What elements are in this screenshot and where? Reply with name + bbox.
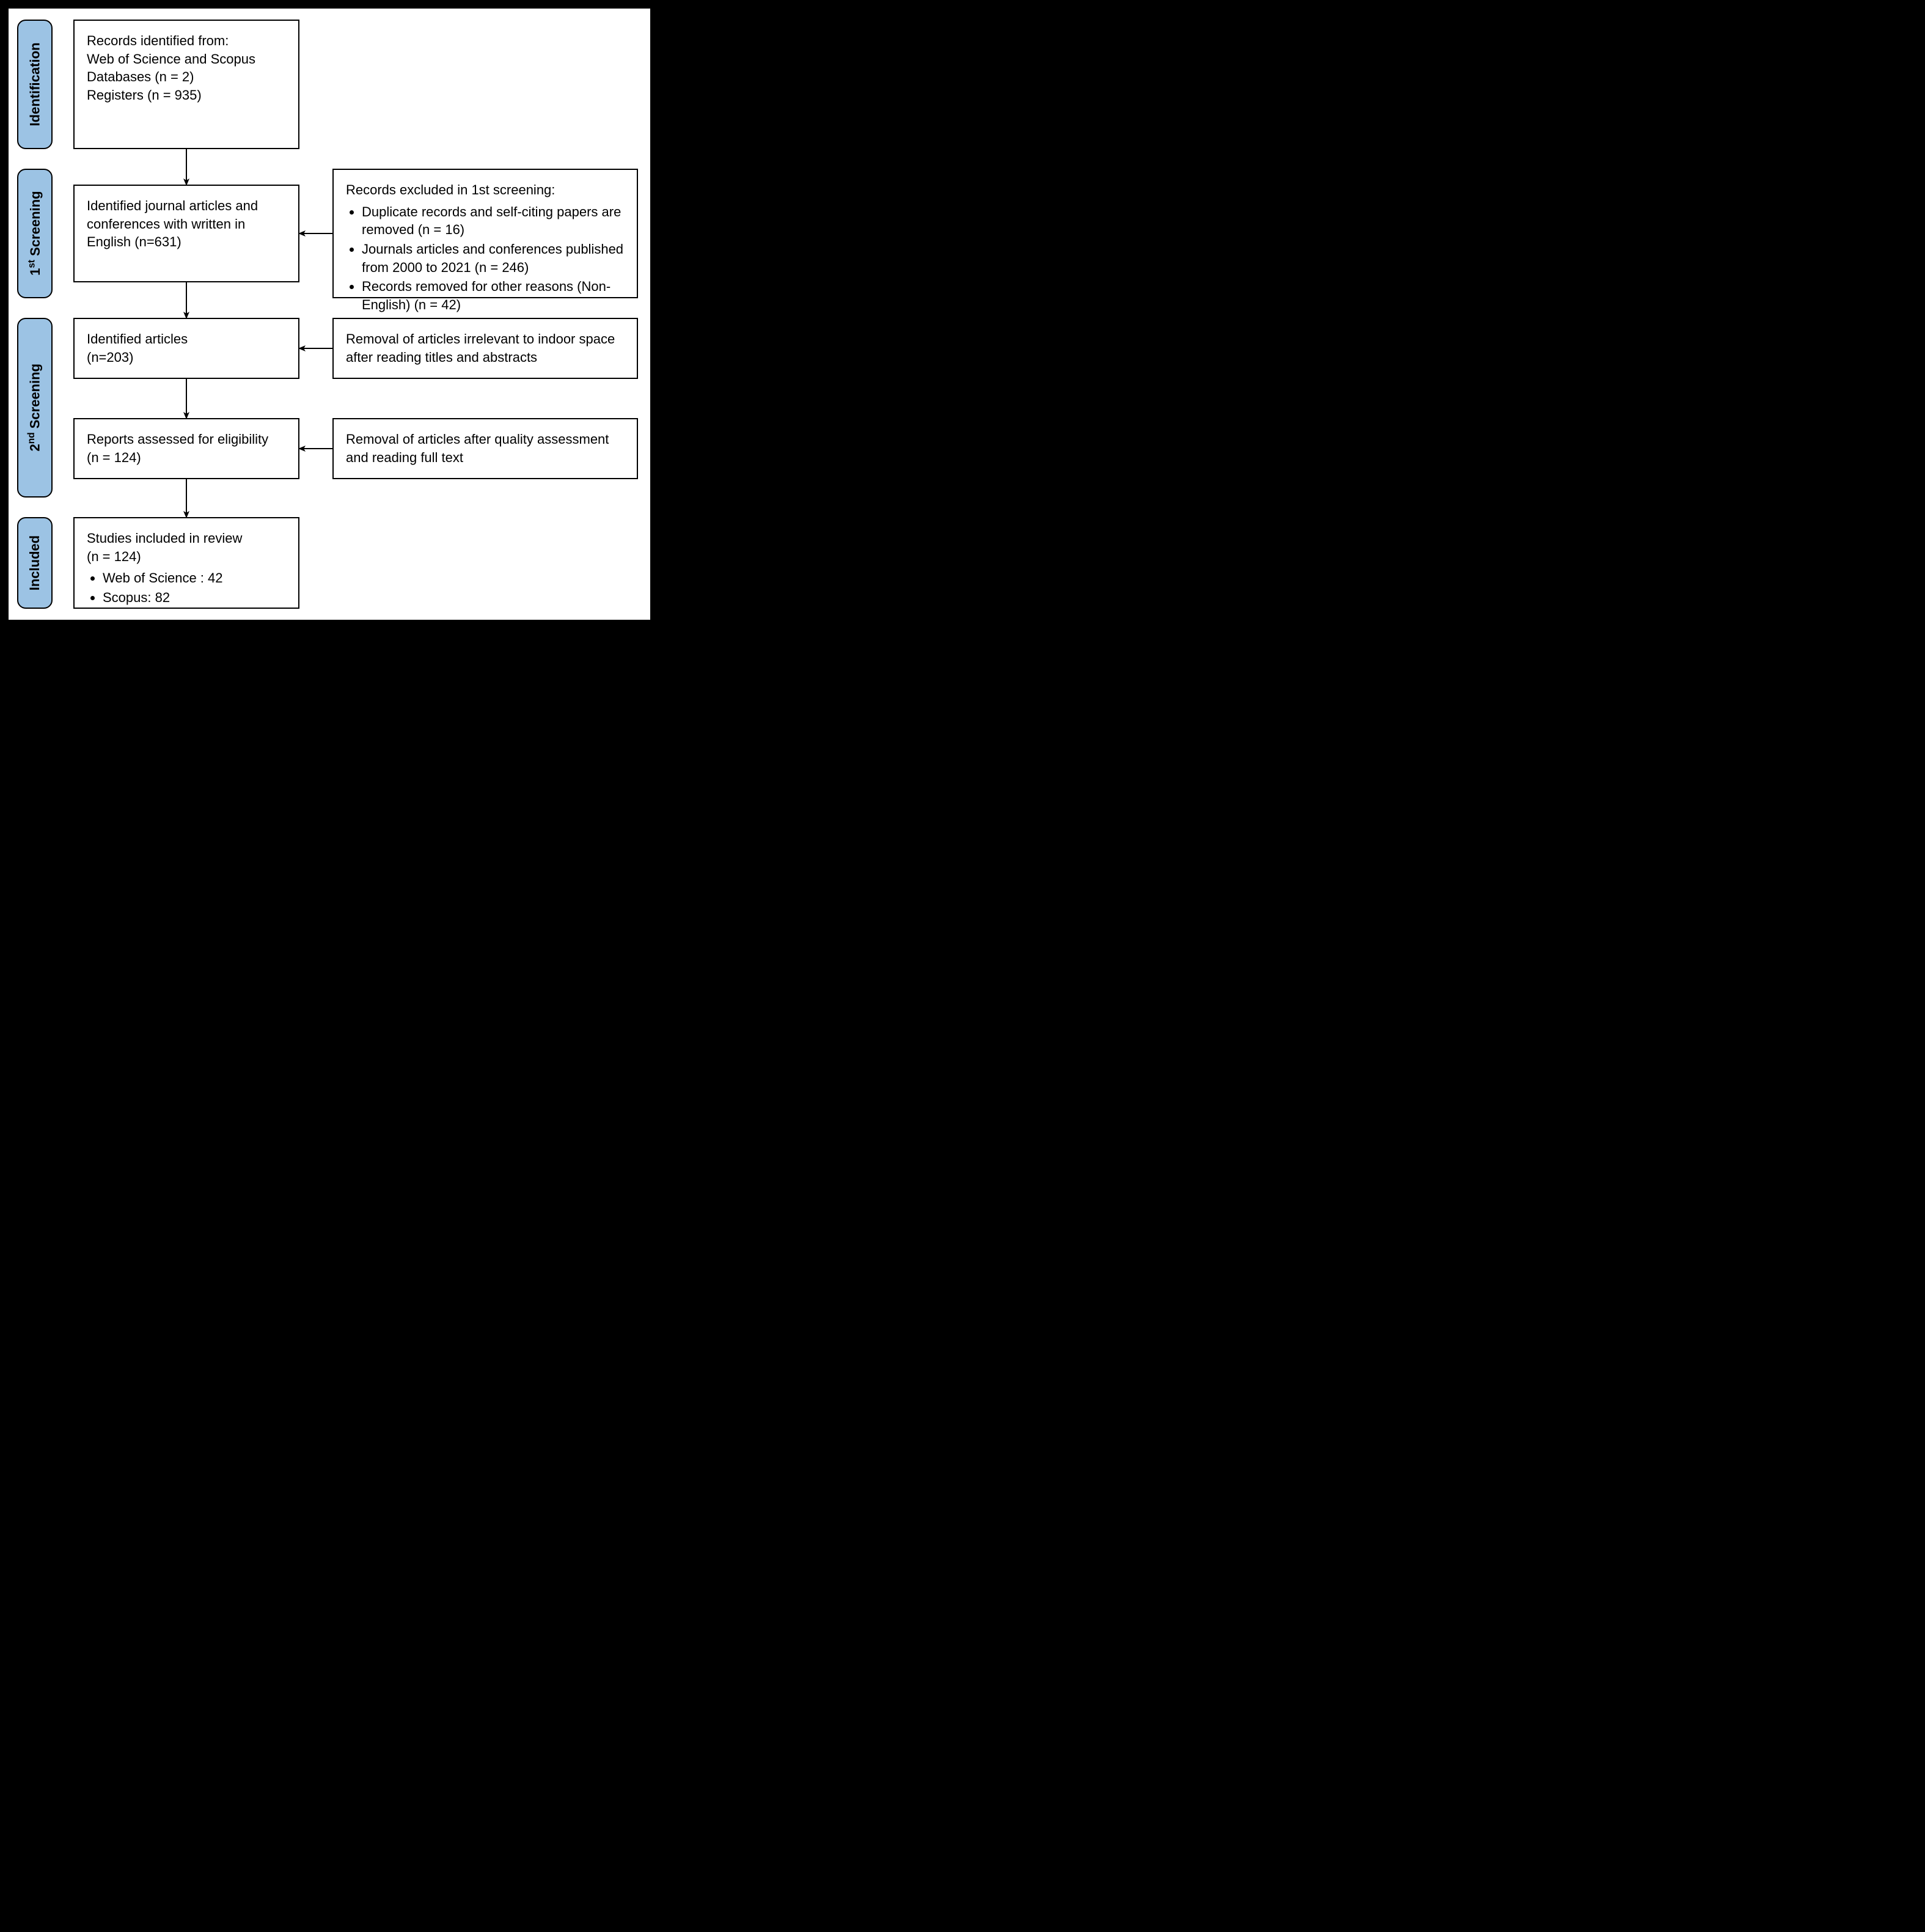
phase-screening2: 2nd Screening	[17, 318, 53, 498]
box-b_s2a_left: Identified articles(n=203)	[73, 318, 299, 379]
phase-label-text: Identification	[27, 43, 43, 127]
box-bullet-item: Scopus: 82	[103, 589, 286, 607]
phase-label-text: 1st Screening	[26, 191, 43, 276]
box-bullets: Duplicate records and self-citing papers…	[346, 203, 625, 314]
box-line: (n=203)	[87, 348, 286, 367]
phase-identification: Identification	[17, 20, 53, 149]
box-line: (n = 124)	[87, 449, 286, 467]
box-b_s2b_left: Reports assessed for eligibility(n = 124…	[73, 418, 299, 479]
box-bullets: Web of Science : 42 Scopus: 82	[87, 569, 286, 606]
box-bullet-item: Duplicate records and self-citing papers…	[362, 203, 625, 239]
prisma-flowchart: Identification 1st Screening 2nd Screening…	[9, 9, 650, 620]
box-bullet-item: Web of Science : 42	[103, 569, 286, 587]
box-line: Records identified from:	[87, 32, 286, 50]
box-bullet-item: Records removed for other reasons (Non-E…	[362, 277, 625, 314]
box-line: Removal of articles irrelevant to indoor…	[346, 330, 625, 366]
box-line: Reports assessed for eligibility	[87, 430, 286, 449]
box-line: Identified articles	[87, 330, 286, 348]
box-b_ident: Records identified from:Web of Science a…	[73, 20, 299, 149]
phase-label-text: 2nd Screening	[26, 364, 43, 452]
box-b_s1_left: Identified journal articles and conferen…	[73, 185, 299, 282]
box-bullet-item: Journals articles and conferences publis…	[362, 240, 625, 276]
box-line: Removal of articles after quality assess…	[346, 430, 625, 466]
box-line: (n = 124)	[87, 548, 286, 566]
phase-label-text: Included	[27, 535, 43, 590]
phase-included: Included	[17, 517, 53, 609]
box-line: Databases (n = 2)	[87, 68, 286, 86]
phase-screening1: 1st Screening	[17, 169, 53, 298]
box-line: Registers (n = 935)	[87, 86, 286, 105]
box-intro: Records excluded in 1st screening:	[346, 181, 625, 199]
box-b_s2b_right: Removal of articles after quality assess…	[332, 418, 638, 479]
box-line: Identified journal articles and conferen…	[87, 197, 286, 251]
box-line: Studies included in review	[87, 529, 286, 548]
box-b_s2a_right: Removal of articles irrelevant to indoor…	[332, 318, 638, 379]
box-line: Web of Science and Scopus	[87, 50, 286, 68]
box-b_s1_right: Records excluded in 1st screening: Duplic…	[332, 169, 638, 298]
box-b_incl: Studies included in review(n = 124) Web o…	[73, 517, 299, 609]
